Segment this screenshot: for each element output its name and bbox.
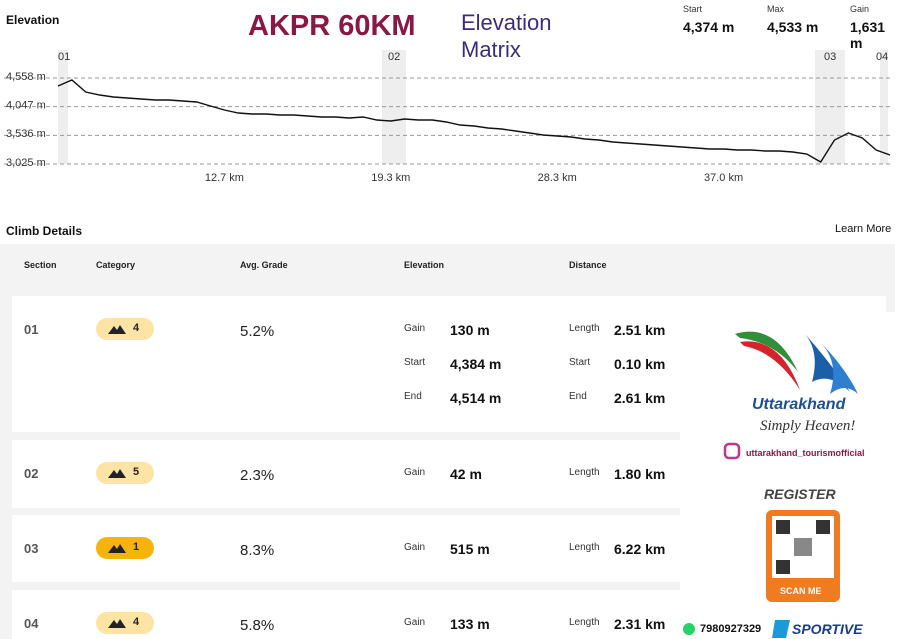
section-label: 03: [824, 51, 836, 63]
avg-grade: 8.3%: [240, 542, 275, 559]
ad-scan: SCAN ME: [780, 586, 822, 596]
mountain-icon: [108, 619, 126, 628]
category-pill: 4: [96, 612, 154, 634]
elevation-value: 42 m: [450, 466, 482, 482]
distance-label: Length: [569, 617, 600, 628]
elevation-label: Gain: [404, 617, 426, 628]
category-value: 1: [133, 541, 140, 553]
mountain-icon: [108, 469, 126, 478]
subtitle: Elevation Matrix: [461, 10, 552, 62]
mountain-icon: [108, 325, 126, 334]
learn-more[interactable]: Learn More: [835, 223, 892, 235]
distance-value: 2.51 km: [614, 322, 666, 338]
avg-grade: 2.3%: [240, 467, 275, 484]
section-label: 01: [58, 51, 70, 63]
ad-register: REGISTER: [764, 486, 836, 502]
category-value: 5: [133, 466, 140, 478]
stat-label: Gain: [850, 4, 870, 14]
sportive-logo: [772, 620, 790, 638]
ad-brand: Uttarakhand: [752, 396, 846, 413]
y-tick-label: 3,025 m: [6, 157, 46, 169]
elevation-value: 4,384 m: [450, 356, 502, 372]
column-header: Section: [24, 260, 57, 270]
logo-swoosh: [740, 341, 800, 390]
advertisement: Uttarakhand Simply Heaven! uttarakhand_t…: [680, 312, 900, 639]
category-value: 4: [133, 322, 140, 334]
stat-value: 4,533 m: [767, 19, 819, 35]
distance-label: Length: [569, 323, 600, 334]
elevation-value: 130 m: [450, 322, 490, 338]
category-pill: 1: [96, 537, 154, 559]
y-tick-label: 4,558 m: [6, 71, 46, 83]
section-id: 04: [24, 616, 39, 631]
distance-label: End: [569, 391, 587, 402]
logo-swoosh: [735, 331, 798, 372]
title: AKPR 60KM: [248, 10, 416, 42]
section-title: Climb Details: [6, 224, 83, 238]
qr-code: [776, 560, 790, 574]
section-id: 03: [24, 541, 39, 556]
elevation-chart: 3,025 m 3,536 m 4,047 m 4,558 m 01 02 03 04 12.7…: [4, 50, 891, 184]
section-id: 01: [24, 322, 39, 337]
avg-grade: 5.2%: [240, 323, 275, 340]
y-tick-label: 3,536 m: [6, 128, 46, 140]
distance-value: 2.61 km: [614, 390, 666, 406]
instagram-icon: [723, 442, 741, 460]
distance-value: 6.22 km: [614, 541, 666, 557]
elevation-value: 515 m: [450, 541, 490, 557]
mountain-icon: [108, 325, 126, 334]
ad-sponsor: SPORTIVE: [792, 621, 863, 637]
elevation-label: Gain: [404, 323, 426, 334]
x-tick-label: 19.3 km: [371, 172, 410, 184]
distance-value: 2.31 km: [614, 616, 666, 632]
ad-graphics: [683, 331, 858, 638]
ad-phone: 7980927329: [700, 623, 762, 635]
column-header: Distance: [569, 260, 607, 270]
mountain-icon: [108, 469, 126, 478]
avg-grade: 5.8%: [240, 617, 275, 634]
stat-value: 1,631 m: [850, 19, 886, 51]
elevation-line: [57, 79, 891, 163]
section-id: 02: [24, 466, 39, 481]
qr-code: [794, 538, 812, 556]
distance-label: Length: [569, 542, 600, 553]
elevation-value: 133 m: [450, 616, 490, 632]
stat-label: Start: [683, 4, 703, 14]
mountain-icon: [108, 544, 126, 553]
section-label: 04: [876, 51, 888, 63]
mountain-icon: [108, 544, 126, 553]
distance-value: 0.10 km: [614, 356, 666, 372]
y-tick-label: 4,047 m: [6, 100, 46, 112]
mountain-icon: [108, 619, 126, 628]
section-label: 02: [388, 51, 400, 63]
category-pill: 5: [96, 462, 154, 484]
x-tick-label: 12.7 km: [205, 172, 244, 184]
elevation-value: 4,514 m: [450, 390, 502, 406]
elevation-label: End: [404, 391, 422, 402]
column-header: Elevation: [404, 260, 445, 270]
distance-value: 1.80 km: [614, 466, 666, 482]
ad-handle: uttarakhand_tourismofficial: [746, 448, 865, 458]
distance-label: Start: [569, 357, 591, 368]
x-tick-label: 28.3 km: [538, 172, 577, 184]
stat-value: 4,374 m: [683, 19, 735, 35]
x-tick-label: 37.0 km: [704, 172, 743, 184]
whatsapp-icon: [683, 623, 695, 635]
logo-swoosh: [820, 342, 858, 394]
qr-code: [816, 520, 830, 534]
distance-label: Length: [569, 467, 600, 478]
elevation-label: Start: [404, 357, 426, 368]
category-pill: 4: [96, 318, 154, 340]
category-value: 4: [133, 616, 140, 628]
section-band: [880, 50, 888, 164]
qr-code: [776, 520, 790, 534]
column-header: Category: [96, 260, 136, 270]
chart-label: Elevation: [6, 13, 60, 27]
elevation-label: Gain: [404, 467, 426, 478]
elevation-label: Gain: [404, 542, 426, 553]
ad-tagline: Simply Heaven!: [760, 418, 856, 434]
stat-label: Max: [767, 4, 785, 14]
column-header: Avg. Grade: [240, 260, 288, 270]
